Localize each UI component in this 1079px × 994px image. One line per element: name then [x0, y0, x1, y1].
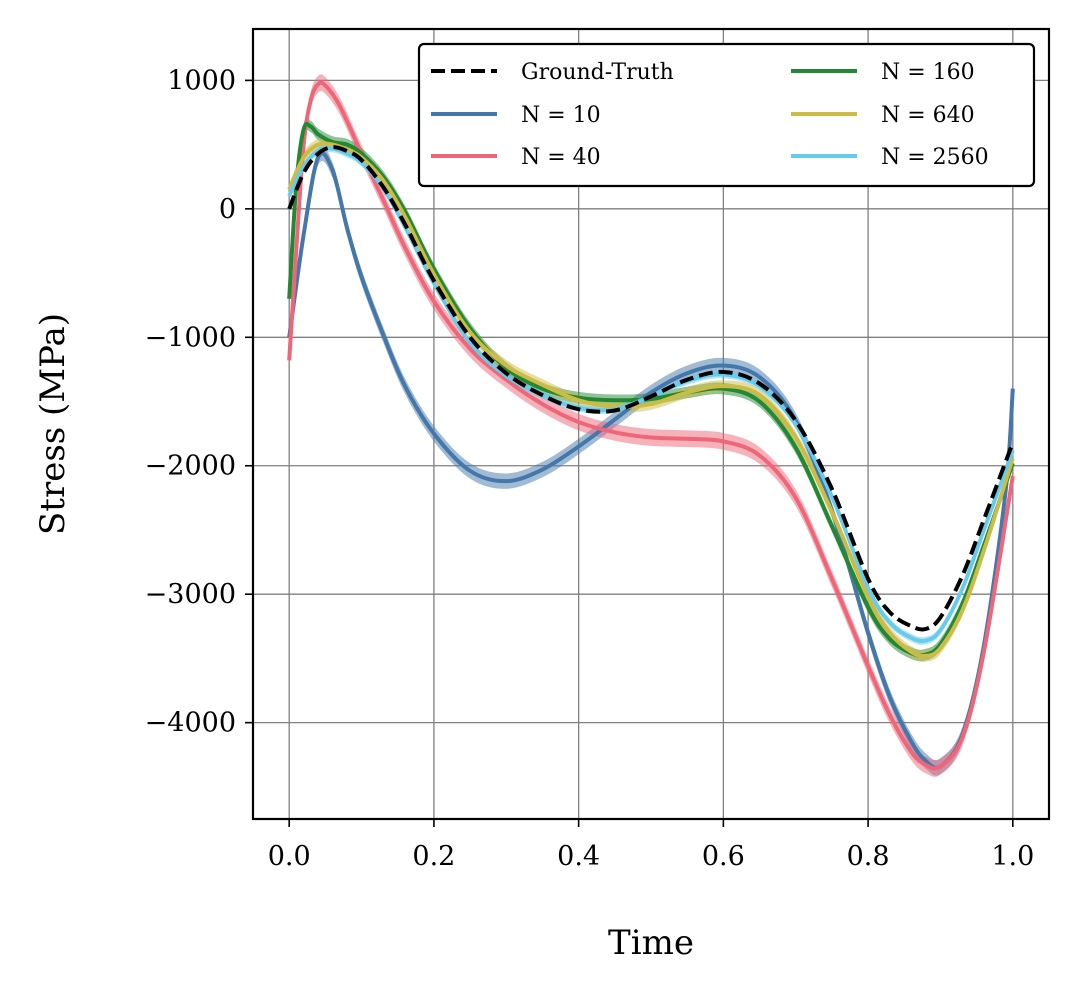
y-tick-label: 0: [219, 194, 236, 225]
y-tick-label: −2000: [145, 451, 236, 482]
series-line-n-40: [287, 80, 1015, 771]
x-axis-label: Time: [608, 923, 694, 963]
x-tick-label: 0.8: [847, 841, 890, 872]
legend-label-n-160: N = 160: [881, 60, 975, 85]
series-lines: [287, 80, 1015, 771]
legend-label-n-40: N = 40: [521, 145, 601, 170]
legend-box: [417, 42, 1036, 188]
legend-label-n-2560: N = 2560: [881, 145, 989, 170]
legend-label-n-10: N = 10: [521, 103, 601, 128]
x-tick-label: 1.0: [991, 841, 1034, 872]
legend: Ground-Truth N = 10 N = 40 N = 160 N = 640 N …: [417, 42, 1036, 188]
x-tick-label: 0.6: [702, 841, 745, 872]
y-tick-label: 1000: [167, 65, 236, 96]
y-tick-label: −3000: [145, 579, 236, 610]
series-line-ground-truth: [287, 145, 1015, 632]
plot-frame: [251, 27, 1051, 821]
legend-label-n-640: N = 640: [881, 103, 975, 128]
axis-ticks: 0.0 0.2 0.4 0.6 0.8 1.0 1000 0 −1000 −2000 −3000 −4…: [145, 65, 1035, 872]
y-tick-label: −4000: [145, 708, 236, 739]
y-tick-label: −1000: [145, 322, 236, 353]
legend-label-ground-truth: Ground-Truth: [521, 60, 674, 85]
x-tick-label: 0.0: [268, 841, 311, 872]
y-axis-label: Stress (MPa): [33, 313, 73, 535]
series-line-n-2560: [287, 146, 1015, 644]
x-tick-label: 0.2: [412, 841, 455, 872]
x-tick-label: 0.4: [557, 841, 600, 872]
